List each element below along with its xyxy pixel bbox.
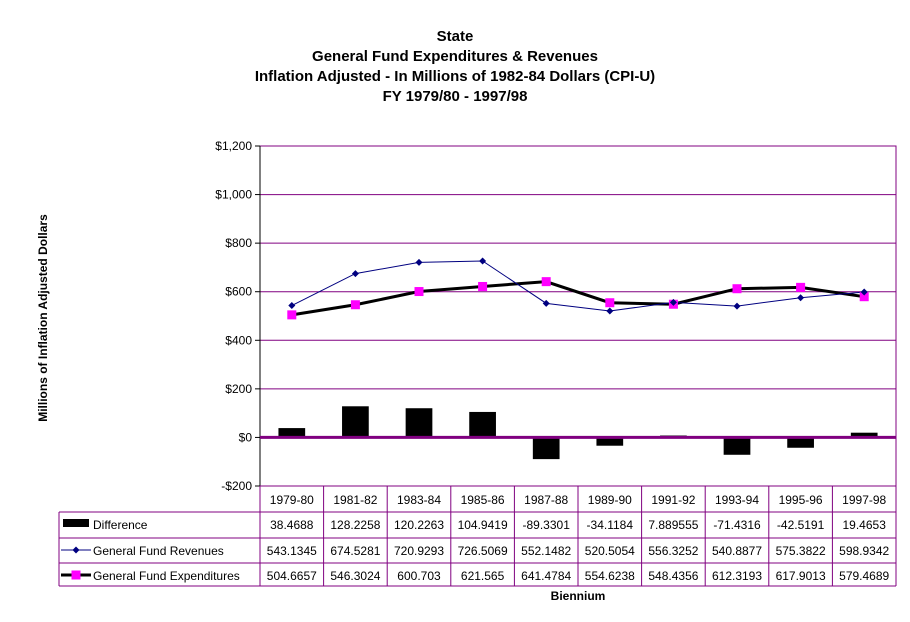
difference-bar xyxy=(469,411,496,438)
gridlines xyxy=(259,145,897,487)
expenditures-point xyxy=(478,281,488,291)
revenues-point xyxy=(479,257,487,265)
revenues-point xyxy=(733,302,741,310)
revenues-point xyxy=(415,258,423,266)
data-table-cell: 548.4356 xyxy=(648,569,698,583)
difference-bar xyxy=(787,437,814,448)
x-tick-label: 1995-96 xyxy=(779,493,823,507)
data-table-cell: 540.8877 xyxy=(712,544,762,558)
data-table-cell: 543.1345 xyxy=(267,544,317,558)
y-axis-label: Millions of Inflation Adjusted Dollars xyxy=(36,214,50,422)
data-table-cell: 720.9293 xyxy=(394,544,444,558)
revenues-line xyxy=(291,260,865,312)
data-table-cell: 556.3252 xyxy=(648,544,698,558)
x-tick-label: 1987-88 xyxy=(524,493,568,507)
data-table-cell: -42.5191 xyxy=(777,518,825,532)
difference-bar xyxy=(342,406,369,438)
data-table-cell: 504.6657 xyxy=(267,569,317,583)
data-table-cell: 612.3193 xyxy=(712,569,762,583)
x-tick-label: 1981-82 xyxy=(333,493,377,507)
data-table-cell: 128.2258 xyxy=(330,518,380,532)
data-table-cell: 726.5069 xyxy=(458,544,508,558)
chart-title-line: FY 1979/80 - 1997/98 xyxy=(383,88,528,105)
difference-bar xyxy=(850,432,878,438)
data-table-cell: 554.6238 xyxy=(585,569,635,583)
data-table-cell: 520.5054 xyxy=(585,544,635,558)
expenditures-point xyxy=(414,287,424,297)
data-table: 1979-80 1981-82 1983-84 1985-86 1987-88 1989-… xyxy=(58,485,897,587)
x-tick-label: 1985-86 xyxy=(461,493,505,507)
data-table-cell: 546.3024 xyxy=(330,569,380,583)
revenues-point xyxy=(606,307,614,315)
revenues-point xyxy=(669,298,677,306)
x-tick-label: 1993-94 xyxy=(715,493,759,507)
y-tick-label: $200 xyxy=(225,382,252,396)
legend-label: General Fund Expenditures xyxy=(93,569,240,583)
series-markers xyxy=(287,257,869,320)
data-table-cell: 104.9419 xyxy=(458,518,508,532)
data-table-cell: 617.9013 xyxy=(776,569,826,583)
difference-bar xyxy=(405,408,433,438)
y-tick-label: $600 xyxy=(225,285,252,299)
expenditures-point xyxy=(732,284,742,294)
x-tick-label: 1991-92 xyxy=(651,493,695,507)
x-axis-label: Biennium xyxy=(551,589,606,603)
y-tick-label: $1,000 xyxy=(215,188,252,202)
legend-key-difference xyxy=(63,519,89,527)
revenues-point xyxy=(860,288,868,296)
legend-marker-revenues xyxy=(72,546,80,554)
data-table-cell: -34.1184 xyxy=(587,518,634,532)
revenues-point xyxy=(351,270,359,278)
difference-bar xyxy=(278,428,306,438)
chart-title: State General Fund Expenditures & Revenue… xyxy=(255,28,655,105)
chart-title-line: State xyxy=(437,28,474,45)
expenditures-point xyxy=(796,282,806,292)
chart-title-line: General Fund Expenditures & Revenues xyxy=(312,48,598,65)
revenues-point xyxy=(797,294,805,302)
legend-marker-expenditures xyxy=(71,570,81,580)
x-tick-label: 1979-80 xyxy=(270,493,314,507)
data-table-cell: 552.1482 xyxy=(521,544,571,558)
difference-bars xyxy=(260,406,896,460)
y-tick-label: $0 xyxy=(239,430,253,444)
data-table-cell: 120.2263 xyxy=(394,518,444,532)
legend-label: Difference xyxy=(93,518,148,532)
expenditures-point xyxy=(605,298,615,308)
expenditures-point xyxy=(859,292,869,302)
difference-bar xyxy=(723,437,751,455)
revenues-point xyxy=(542,299,550,307)
data-table-cell: 674.5281 xyxy=(330,544,380,558)
data-table-cell: 579.4689 xyxy=(839,569,889,583)
x-tick-label: 1989-90 xyxy=(588,493,632,507)
data-table-cell: 7.889555 xyxy=(648,518,698,532)
expenditures-line xyxy=(291,280,865,317)
y-tick-label: -$200 xyxy=(221,479,252,493)
series-lines xyxy=(291,260,865,317)
data-table-cell: 600.703 xyxy=(397,569,441,583)
expenditures-point xyxy=(541,277,551,287)
data-table-cell: 621.565 xyxy=(461,569,505,583)
data-table-cell: 38.4688 xyxy=(270,518,314,532)
y-tick-label: $1,200 xyxy=(215,139,252,153)
y-axis-ticks: -$200 $0 $200 $400 $600 $800 $1,000 $1,200 xyxy=(215,139,260,493)
difference-bar xyxy=(532,437,560,460)
x-tick-label: 1997-98 xyxy=(842,493,886,507)
x-tick-label: 1983-84 xyxy=(397,493,441,507)
difference-bar xyxy=(596,437,624,446)
data-table-cell: 641.4784 xyxy=(521,569,571,583)
chart-title-line: Inflation Adjusted - In Millions of 1982… xyxy=(255,68,655,85)
y-tick-label: $800 xyxy=(225,236,252,250)
data-table-cell: -71.4316 xyxy=(713,518,761,532)
data-table-cell: 598.9342 xyxy=(839,544,889,558)
expenditures-point xyxy=(350,300,360,310)
revenues-point xyxy=(288,302,296,310)
data-table-cell: 575.3822 xyxy=(776,544,826,558)
data-table-cell: -89.3301 xyxy=(523,518,571,532)
y-tick-label: $400 xyxy=(225,333,252,347)
legend-label: General Fund Revenues xyxy=(93,544,224,558)
expenditures-point xyxy=(287,310,297,320)
data-table-cell: 19.4653 xyxy=(843,518,887,532)
